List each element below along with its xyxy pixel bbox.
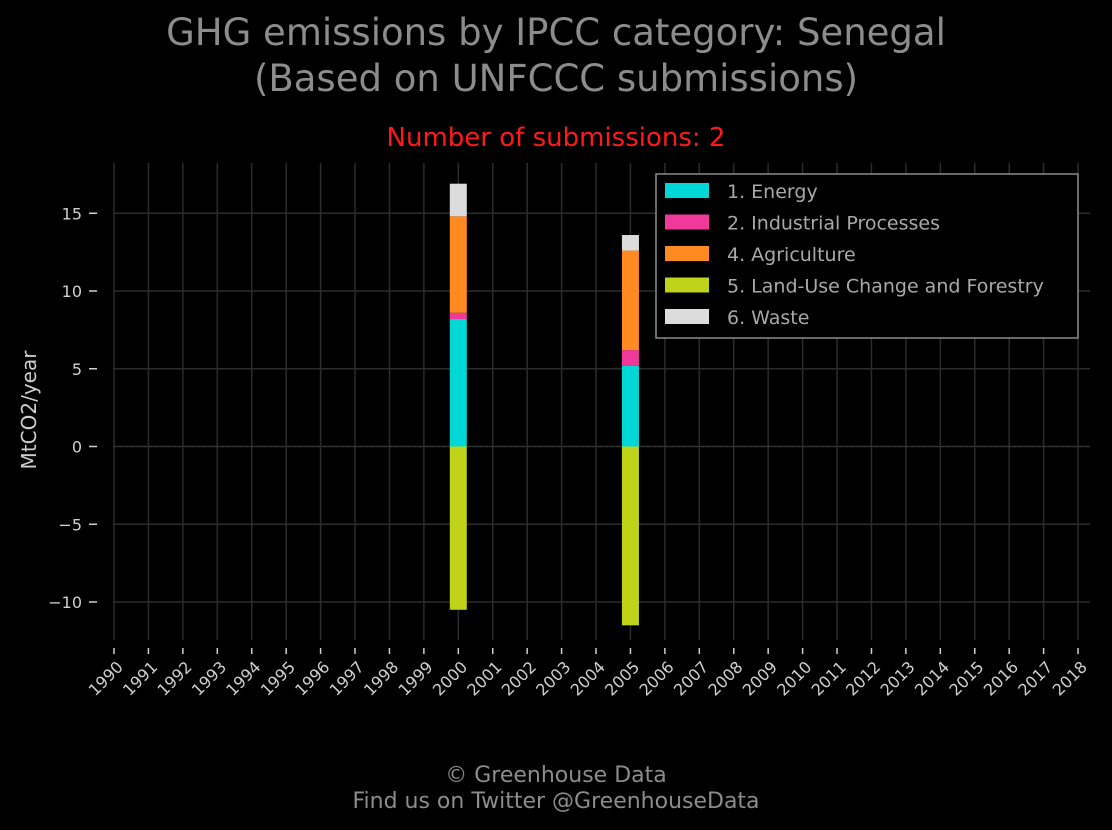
- x-tick-label: 2004: [567, 657, 609, 699]
- chart-subtitle: Number of submissions: 2: [386, 123, 726, 153]
- x-tick-label: 2003: [532, 657, 574, 699]
- y-tick-label: 5: [72, 360, 82, 379]
- legend-swatch: [665, 214, 709, 230]
- x-tick-label: 2010: [773, 657, 815, 699]
- x-tick-label: 1991: [119, 657, 161, 699]
- x-tick-label: 2006: [635, 657, 677, 699]
- chart-title-line1: GHG emissions by IPCC category: Senegal: [166, 11, 946, 54]
- legend-label: 2. Industrial Processes: [727, 213, 940, 235]
- x-tick-label: 2016: [980, 657, 1022, 699]
- legend-label: 6. Waste: [727, 307, 809, 329]
- bar-segment: [449, 446, 467, 610]
- bar-segment: [621, 235, 639, 251]
- bar-segment: [621, 350, 639, 366]
- legend-swatch: [665, 246, 709, 261]
- bar-segment: [449, 312, 467, 319]
- x-tick-label: 2014: [911, 657, 953, 699]
- x-tick-label: 1996: [291, 657, 333, 699]
- x-tick-label: 1990: [85, 657, 127, 699]
- chart-title-line2: (Based on UNFCCC submissions): [253, 57, 859, 100]
- x-tick-label: 1992: [153, 657, 195, 699]
- legend-box: [655, 173, 1079, 339]
- y-tick-label: −10: [48, 593, 82, 612]
- legend-swatch: [665, 309, 709, 324]
- bar-segment: [449, 216, 467, 313]
- chart-plot: 1990199119921993199419951996199719981999…: [17, 163, 1091, 700]
- legend-label: 5. Land-Use Change and Forestry: [727, 276, 1044, 298]
- legend-label: 4. Agriculture: [727, 244, 856, 266]
- footer-copyright: © Greenhouse Data: [445, 763, 667, 788]
- x-tick-label: 2007: [670, 657, 712, 699]
- legend-swatch: [665, 183, 709, 198]
- x-tick-label: 2008: [704, 657, 746, 699]
- bar-segment: [449, 183, 467, 217]
- footer-twitter: Find us on Twitter @GreenhouseData: [352, 789, 760, 814]
- x-tick-label: 2012: [842, 657, 884, 699]
- y-tick-label: −5: [58, 515, 82, 534]
- x-tick-label: 2011: [808, 657, 850, 699]
- x-tick-label: 2002: [498, 657, 540, 699]
- x-tick-label: 1997: [326, 657, 368, 699]
- legend-swatch: [665, 277, 709, 293]
- y-axis-label: MtCO2/year: [17, 350, 41, 470]
- x-tick-label: 2001: [463, 657, 505, 699]
- x-tick-label: 1998: [360, 657, 402, 699]
- x-tick-label: 2009: [739, 657, 781, 699]
- x-tick-label: 1993: [188, 657, 230, 699]
- x-tick-label: 1999: [394, 657, 436, 699]
- x-tick-label: 1995: [257, 657, 299, 699]
- y-tick-label: 15: [62, 204, 82, 223]
- bar-segment: [449, 318, 467, 447]
- y-tick-label: 0: [72, 438, 82, 457]
- x-tick-label: 2000: [429, 657, 471, 699]
- x-tick-label: 2018: [1049, 657, 1091, 699]
- legend-label: 1. Energy: [727, 181, 818, 203]
- x-tick-label: 2015: [945, 657, 987, 699]
- bar-segment: [621, 446, 639, 626]
- y-tick-label: 10: [62, 282, 82, 301]
- bar-segment: [621, 250, 639, 351]
- x-tick-label: 2013: [876, 657, 918, 699]
- x-tick-label: 2005: [601, 657, 643, 699]
- x-tick-label: 1994: [222, 657, 264, 699]
- bar-segment: [621, 365, 639, 447]
- x-tick-label: 2017: [1014, 657, 1056, 699]
